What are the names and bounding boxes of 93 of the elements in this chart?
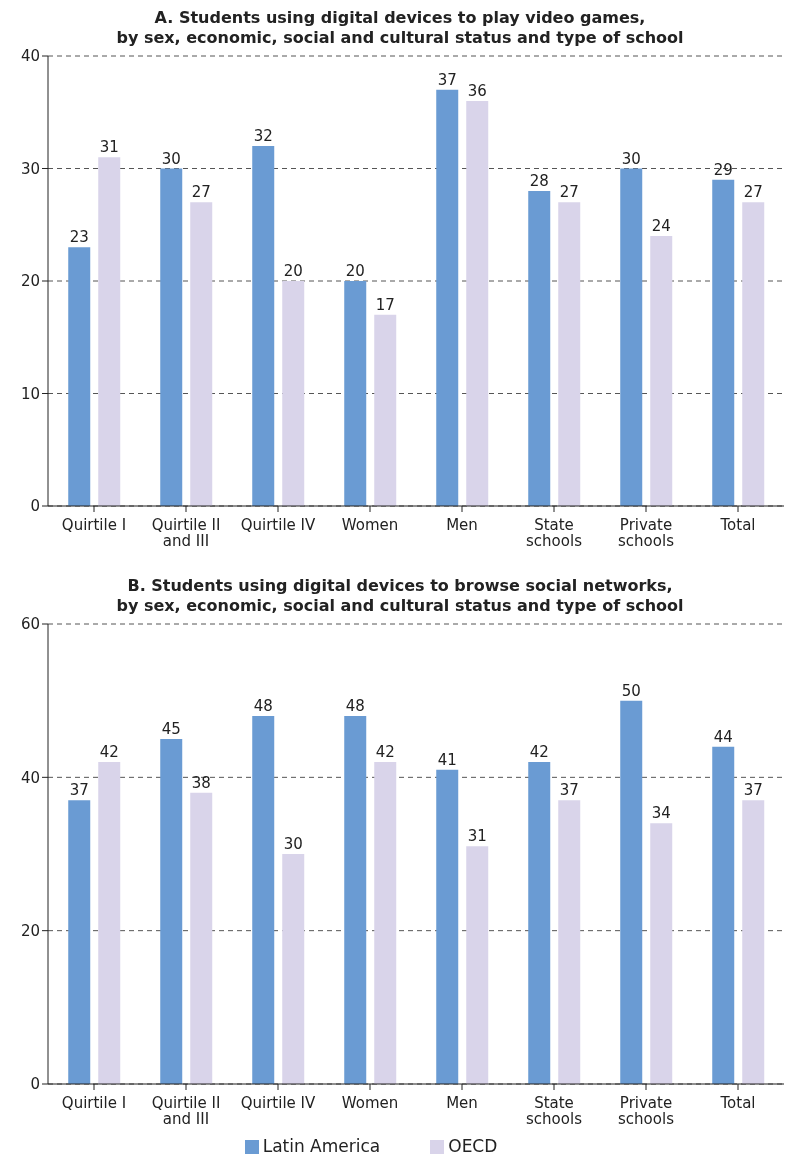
bar xyxy=(68,247,91,506)
x-tick-label: State schools xyxy=(526,1094,583,1128)
data-label: 37 xyxy=(559,781,579,800)
x-tick-label: Private schools xyxy=(618,1094,675,1128)
x-tick-label: Total xyxy=(719,516,756,534)
bar xyxy=(528,191,551,506)
bar xyxy=(282,854,305,1084)
data-label: 42 xyxy=(99,743,119,761)
data-label: 37 xyxy=(69,781,89,800)
bar xyxy=(282,281,305,506)
data-label: 28 xyxy=(529,172,549,190)
bar xyxy=(98,157,121,506)
data-label: 31 xyxy=(99,138,119,157)
bar xyxy=(620,700,643,1084)
data-label: 48 xyxy=(345,697,365,715)
data-label: 31 xyxy=(467,827,487,846)
data-label: 27 xyxy=(743,183,763,202)
data-label: 37 xyxy=(743,781,763,800)
data-label: 17 xyxy=(375,295,395,314)
data-label: 23 xyxy=(69,228,89,247)
bar xyxy=(650,823,673,1084)
x-tick-label: Quirtile II and III xyxy=(151,516,221,550)
legend-label: OECD xyxy=(448,1136,498,1156)
bar xyxy=(436,89,459,506)
x-tick-label: Total xyxy=(719,1094,756,1112)
data-label: 37 xyxy=(437,70,457,89)
bar xyxy=(68,800,91,1084)
data-label: 32 xyxy=(253,127,273,145)
x-tick-label: Quirtile IV xyxy=(240,1094,317,1112)
data-label: 50 xyxy=(621,681,641,700)
x-tick-label: Men xyxy=(446,1094,478,1112)
bar xyxy=(160,168,183,506)
bar xyxy=(190,792,213,1084)
data-label: 44 xyxy=(713,727,733,746)
y-tick-label: 30 xyxy=(20,159,40,178)
data-label: 30 xyxy=(161,149,181,168)
chart-title: B. Students using digital devices to browse social networks, by sex, economic, social and cultural status and type of school xyxy=(115,576,685,616)
data-label: 42 xyxy=(375,743,395,761)
bar xyxy=(98,762,121,1084)
x-tick-label: State schools xyxy=(526,516,583,550)
bar xyxy=(466,101,489,506)
y-tick-label: 20 xyxy=(20,921,40,940)
data-label: 45 xyxy=(161,720,181,738)
x-tick-label: Women xyxy=(341,516,399,534)
data-label: 27 xyxy=(191,183,211,202)
bar xyxy=(374,762,397,1084)
y-tick-label: 40 xyxy=(20,768,40,787)
x-tick-label: Quirtile II and III xyxy=(151,1094,221,1128)
chart-title: A. Students using digital devices to play video games, by sex, economic, social and cultural status and type of school xyxy=(115,8,685,48)
bar xyxy=(252,146,275,506)
data-label: 41 xyxy=(437,750,457,769)
y-tick-label: 0 xyxy=(30,497,40,516)
bar xyxy=(252,716,275,1084)
bar xyxy=(742,800,765,1084)
data-label: 38 xyxy=(191,773,211,792)
x-tick-label: Women xyxy=(341,1094,399,1112)
y-tick-label: 60 xyxy=(20,615,40,634)
data-label: 48 xyxy=(253,697,273,715)
data-label: 42 xyxy=(529,743,549,761)
bar xyxy=(160,739,183,1084)
data-label: 29 xyxy=(713,160,733,179)
bar xyxy=(344,716,367,1084)
data-label: 36 xyxy=(467,82,487,100)
data-label: 20 xyxy=(345,262,365,280)
data-label: 27 xyxy=(559,183,579,202)
bar xyxy=(374,314,397,506)
data-label: 24 xyxy=(651,217,671,235)
bar xyxy=(466,846,489,1084)
legend-label: Latin America xyxy=(262,1136,381,1156)
bar xyxy=(436,769,459,1084)
bar xyxy=(650,236,673,506)
x-tick-label: Men xyxy=(446,516,478,534)
bar xyxy=(558,202,581,506)
bar xyxy=(190,202,213,506)
bar xyxy=(620,168,643,506)
x-tick-label: Private schools xyxy=(618,516,675,550)
data-label: 30 xyxy=(621,149,641,168)
data-label: 34 xyxy=(651,804,671,823)
bar xyxy=(712,746,735,1084)
bar xyxy=(344,281,367,506)
bar xyxy=(712,179,735,506)
bar xyxy=(558,800,581,1084)
x-tick-label: Quirtile I xyxy=(61,1094,127,1112)
y-tick-label: 40 xyxy=(20,47,40,66)
x-tick-label: Quirtile IV xyxy=(240,516,317,534)
data-label: 20 xyxy=(283,262,303,280)
bar xyxy=(528,762,551,1084)
y-tick-label: 20 xyxy=(20,272,40,291)
y-tick-label: 10 xyxy=(20,384,40,403)
data-label: 30 xyxy=(283,835,303,853)
x-tick-label: Quirtile I xyxy=(61,516,127,534)
bar xyxy=(742,202,765,506)
y-tick-label: 0 xyxy=(30,1075,40,1094)
